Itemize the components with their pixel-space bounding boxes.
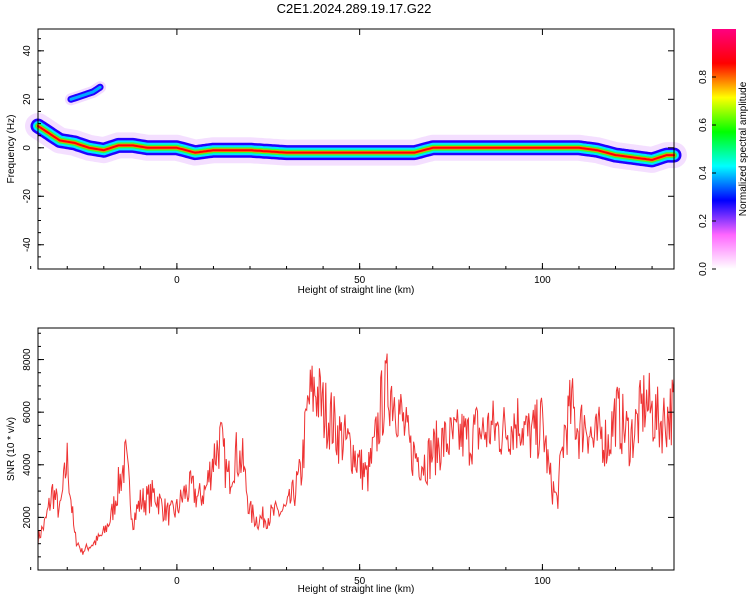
spectrogram-y-tick-label: -40	[22, 237, 33, 252]
snr-series-line	[37, 353, 675, 555]
spectrogram-peak-layer	[37, 125, 675, 161]
spectrogram-y-axis-label: Frequency (Hz)	[6, 115, 17, 184]
spectrogram-marks	[25, 81, 687, 173]
snr-y-tick-label: 6000	[22, 401, 33, 424]
spectrogram-panel: 0 50 100 -40 -20 0 20 40 Height of straight lin…	[6, 28, 687, 296]
snr-marks	[37, 353, 675, 555]
snr-x-tick-label: 100	[534, 576, 551, 587]
spectrogram-y-tick-label: 20	[22, 93, 33, 105]
colorbar: 0.0 0.2 0.4 0.6 0.8 Normalized spectral ampl…	[698, 29, 749, 276]
spectrogram-x-tick-label: 0	[174, 275, 180, 286]
colorbar-tick-label: 0.4	[698, 166, 709, 180]
colorbar-label: Normalized spectral amplitude	[738, 81, 749, 216]
spectrogram-y-tick-label: -20	[22, 189, 33, 204]
snr-y-tick-label: 4000	[22, 453, 33, 476]
spectrogram-x-tick-label: 100	[534, 275, 551, 286]
snr-ticks: 0 50 100 2000 4000 6000 8000	[22, 328, 674, 587]
colorbar-tick-label: 0.2	[698, 214, 709, 228]
colorbar-tick-label: 0.0	[698, 262, 709, 276]
snr-x-axis-label: Height of straight line (km)	[298, 584, 415, 595]
snr-x-tick-label: 50	[354, 576, 366, 587]
colorbar-tick-label: 0.6	[698, 118, 709, 132]
colorbar-ticks: 0.0 0.2 0.4 0.6 0.8	[698, 70, 716, 276]
chart-title: C2E1.2024.289.19.17.G22	[277, 1, 432, 16]
snr-panel: 0 50 100 2000 4000 6000 8000 Height of straigh…	[6, 327, 675, 595]
snr-x-tick-label: 0	[174, 576, 180, 587]
snr-background	[38, 328, 674, 570]
colorbar-tick-label: 0.8	[698, 70, 709, 84]
spectrogram-branch-layer	[69, 85, 102, 101]
snr-frame	[37, 327, 675, 571]
spectrogram-y-tick-label: 40	[22, 45, 33, 57]
spectrogram-y-tick-label: 0	[22, 145, 33, 151]
snr-y-axis-label: SNR (10 * v/v)	[6, 417, 17, 481]
spectrogram-x-axis-label: Height of straight line (km)	[298, 285, 415, 296]
spectrogram-frame	[37, 28, 675, 270]
colorbar-gradient	[712, 29, 736, 269]
snr-y-tick-label: 2000	[22, 506, 33, 529]
spectrogram-x-tick-label: 50	[354, 275, 366, 286]
snr-y-tick-label: 8000	[22, 348, 33, 371]
spectrogram-ticks: 0 50 100 -40 -20 0 20 40	[22, 29, 674, 286]
